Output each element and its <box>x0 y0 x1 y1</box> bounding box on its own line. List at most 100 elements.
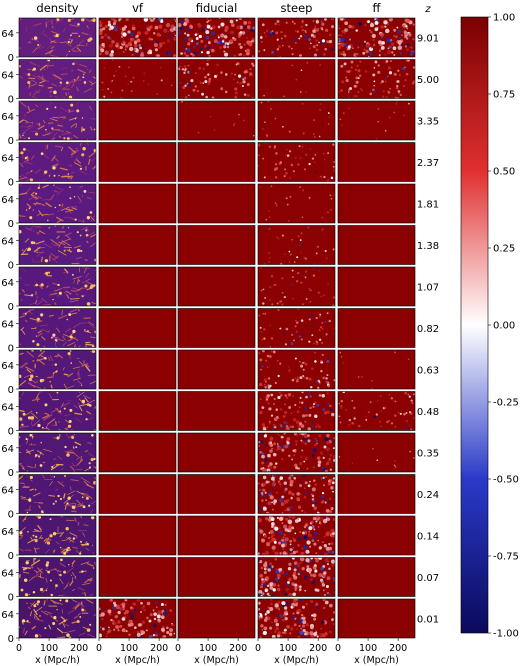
colorbar-gradient <box>461 17 488 633</box>
panel-steep-z5.00 <box>257 59 336 99</box>
panel-fiducial-z1.81 <box>177 183 256 224</box>
panel-density-z0.63 <box>18 349 97 390</box>
panel-ff-z0.24 <box>337 474 416 514</box>
panel-fiducial-z0.01 <box>177 598 256 639</box>
x-tick-label: 100 <box>40 643 58 654</box>
x-tick-label: 100 <box>199 643 217 654</box>
panel-density-z2.37 <box>18 142 97 182</box>
colorbar-tick-label: -0.75 <box>493 552 519 563</box>
x-tick-label: 200 <box>70 643 88 654</box>
panel-steep-z0.24 <box>257 474 336 514</box>
colorbar-tick-label: 1.00 <box>493 13 515 24</box>
panel-density-z0.48 <box>18 391 97 431</box>
panel-density-z1.38 <box>18 225 97 265</box>
panel-vf-z3.35 <box>98 100 177 141</box>
redshift-label: 1.07 <box>417 283 439 294</box>
panel-vf-z1.81 <box>98 183 177 224</box>
panel-ff-z3.35 <box>337 100 416 141</box>
panel-vf-z0.48 <box>98 391 177 431</box>
y-tick-label: 0 <box>8 53 14 64</box>
panel-steep-z0.35 <box>257 432 336 473</box>
y-tick-label: 0 <box>8 302 14 313</box>
x-axis-label: x (Mpc/h) <box>194 655 239 666</box>
panel-density-z0.01 <box>18 598 97 639</box>
panel-density-z1.81 <box>18 183 97 224</box>
panel-density-z1.07 <box>18 266 97 307</box>
redshift-label: 0.63 <box>417 366 439 377</box>
panel-vf-z9.01 <box>98 17 177 58</box>
y-tick-label: 0 <box>8 468 14 479</box>
panel-fiducial-z1.38 <box>177 225 256 265</box>
x-tick-label: 0 <box>255 643 261 654</box>
redshift-label: 0.24 <box>417 490 439 501</box>
x-axis-label: x (Mpc/h) <box>35 655 80 666</box>
panel-fiducial-z0.48 <box>177 391 256 431</box>
panel-density-z0.24 <box>18 474 97 514</box>
y-tick-label: 64 <box>1 527 14 538</box>
y-tick-label: 0 <box>8 95 14 106</box>
x-tick-label: 100 <box>120 643 138 654</box>
panel-steep-z9.01 <box>257 17 336 58</box>
redshift-label: 5.00 <box>417 75 439 86</box>
panel-density-z0.14 <box>18 515 97 556</box>
panel-ff-z0.14 <box>337 515 416 556</box>
panel-ff-z0.82 <box>337 308 416 348</box>
panel-steep-z0.82 <box>257 308 336 348</box>
redshift-label: 1.38 <box>417 241 439 252</box>
panel-fiducial-z0.82 <box>177 308 256 348</box>
panel-fiducial-z0.14 <box>177 515 256 556</box>
y-tick-label: 0 <box>8 551 14 562</box>
panel-fiducial-z0.63 <box>177 349 256 390</box>
panel-ff-z0.48 <box>337 391 416 431</box>
y-tick-label: 0 <box>8 219 14 230</box>
y-tick-label: 64 <box>1 402 14 413</box>
y-tick-label: 64 <box>1 153 14 164</box>
panel-fiducial-z5.00 <box>177 59 256 99</box>
panel-vf-z1.07 <box>98 266 177 307</box>
redshift-header: z <box>424 4 431 15</box>
y-tick-label: 64 <box>1 485 14 496</box>
panel-fiducial-z1.07 <box>177 266 256 307</box>
y-tick-label: 0 <box>8 385 14 396</box>
redshift-label: 0.48 <box>417 407 439 418</box>
panel-vf-z5.00 <box>98 59 177 99</box>
x-axis-label: x (Mpc/h) <box>354 655 399 666</box>
y-tick-label: 64 <box>1 319 14 330</box>
panel-density-z0.82 <box>18 308 97 348</box>
y-tick-label: 64 <box>1 236 14 247</box>
panel-vf-z0.01 <box>98 598 177 639</box>
panel-vf-z0.63 <box>98 349 177 390</box>
panel-ff-z0.35 <box>337 432 416 473</box>
panel-vf-z1.38 <box>98 225 177 265</box>
column-header-vf: vf <box>132 1 144 15</box>
panel-fiducial-z0.35 <box>177 432 256 473</box>
panel-ff-z9.01 <box>337 17 416 58</box>
panel-density-z3.35 <box>18 100 97 141</box>
x-tick-label: 200 <box>150 643 168 654</box>
colorbar-tick-label: 0.50 <box>493 167 515 178</box>
panel-steep-z1.38 <box>257 225 336 265</box>
column-header-ff: ff <box>373 1 382 15</box>
panel-vf-z0.82 <box>98 308 177 348</box>
colorbar-tick-label: -0.25 <box>493 398 519 409</box>
panel-ff-z1.38 <box>337 225 416 265</box>
panel-ff-z5.00 <box>337 59 416 99</box>
panel-steep-z2.37 <box>257 142 336 182</box>
colorbar: 1.00 0.75 0.50 0.25 0.00 -0.25 -0.50 -0.75 -1.00 <box>460 13 519 640</box>
panel-steep-z1.07 <box>257 266 336 307</box>
x-tick-label: 0 <box>175 643 181 654</box>
x-tick-label: 200 <box>309 643 327 654</box>
column-header-density: density <box>36 1 78 15</box>
panel-steep-z0.63 <box>257 349 336 390</box>
y-tick-label: 64 <box>1 195 14 206</box>
colorbar-tick-label: -1.00 <box>493 629 519 640</box>
y-tick-label: 64 <box>1 610 14 621</box>
y-tick-label: 64 <box>1 568 14 579</box>
panel-steep-z0.07 <box>257 557 336 597</box>
colorbar-tick-label: 0.00 <box>493 321 515 332</box>
y-tick-label: 64 <box>1 361 14 372</box>
panel-density-z0.35 <box>18 432 97 473</box>
redshift-label: 2.37 <box>417 158 439 169</box>
column-header-fiducial: fiducial <box>196 1 238 15</box>
panel-steep-z1.81 <box>257 183 336 224</box>
